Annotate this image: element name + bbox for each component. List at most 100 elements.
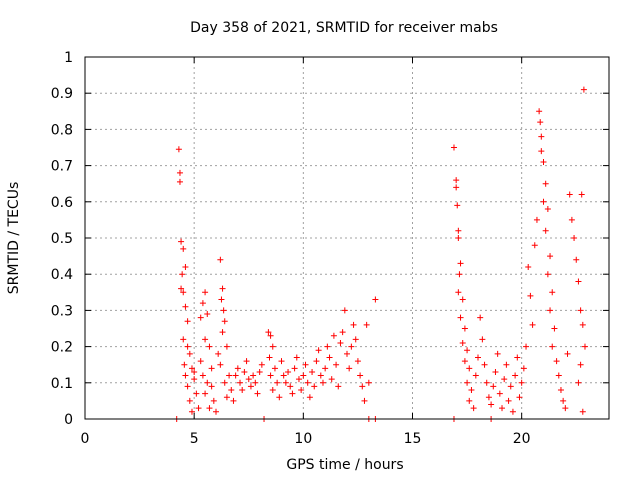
data-point — [578, 191, 585, 198]
data-point — [182, 263, 189, 270]
data-point — [453, 177, 460, 184]
data-point — [213, 408, 219, 415]
data-point — [455, 235, 462, 241]
y-tick-label: 0.9 — [51, 86, 73, 102]
y-tick-labels: 0 0.1 0.2 0.3 0.4 0.5 0.6 0.7 0.8 0.9 1 — [51, 50, 73, 428]
data-point — [226, 372, 233, 379]
data-point — [459, 296, 466, 303]
data-point — [492, 368, 499, 375]
y-tick-label: 0.1 — [51, 376, 73, 392]
data-point — [180, 289, 187, 296]
data-point — [516, 394, 523, 401]
data-point — [276, 394, 283, 401]
x-tick-label: 20 — [513, 431, 531, 447]
data-point — [542, 227, 549, 234]
data-point — [568, 216, 575, 223]
data-point — [220, 307, 227, 314]
data-point — [450, 144, 457, 151]
data-point — [499, 405, 506, 412]
data-point — [179, 271, 186, 278]
data-point — [553, 358, 560, 365]
x-tick-label: 5 — [190, 431, 199, 447]
x-tick-label: 0 — [81, 431, 90, 447]
data-point — [350, 321, 357, 328]
data-point — [306, 394, 313, 401]
data-point — [324, 343, 331, 350]
data-point — [197, 358, 204, 365]
data-point — [291, 365, 298, 372]
data-point — [536, 108, 543, 115]
data-point — [256, 368, 263, 375]
data-point — [577, 307, 584, 314]
data-point — [202, 289, 209, 296]
data-point — [195, 405, 202, 412]
data-point — [199, 372, 206, 379]
data-point — [560, 397, 567, 404]
data-point — [333, 361, 340, 368]
data-point — [184, 343, 191, 350]
data-point — [512, 372, 519, 379]
data-point — [188, 365, 195, 372]
data-point — [330, 332, 337, 339]
data-point — [479, 336, 486, 343]
data-point — [232, 372, 239, 379]
data-point — [197, 314, 204, 321]
y-tick-label: 0.6 — [51, 195, 73, 211]
data-point — [544, 206, 551, 213]
data-point — [193, 390, 200, 397]
data-point — [354, 358, 361, 365]
data-point — [455, 227, 462, 234]
data-point — [181, 361, 188, 368]
data-point — [180, 245, 187, 252]
data-point — [531, 242, 538, 249]
data-point — [245, 376, 252, 383]
data-point — [317, 372, 324, 379]
data-point — [564, 350, 571, 357]
data-point — [555, 372, 562, 379]
data-point — [218, 296, 225, 303]
data-point — [223, 394, 230, 401]
data-point — [488, 401, 495, 408]
chart-title: Day 358 of 2021, SRMTID for receiver mab… — [190, 20, 498, 36]
x-tick-label: 15 — [404, 431, 422, 447]
data-point — [496, 390, 503, 397]
data-point — [252, 379, 259, 386]
data-point — [557, 387, 564, 394]
data-point — [335, 383, 342, 390]
data-point — [178, 285, 185, 292]
data-point — [359, 383, 366, 390]
data-point — [575, 278, 582, 285]
data-point — [186, 350, 193, 357]
data-point — [459, 339, 466, 346]
data-point — [455, 289, 462, 296]
data-point — [267, 372, 274, 379]
data-point — [243, 358, 250, 365]
data-point — [507, 383, 514, 390]
data-point — [184, 318, 191, 325]
data-point — [518, 379, 525, 386]
data-point — [341, 307, 348, 314]
y-axis-label: SRMTID / TECUs — [6, 182, 22, 295]
y-tick-label: 0 — [64, 412, 73, 428]
data-point — [494, 350, 501, 357]
data-point — [470, 405, 477, 412]
data-point — [577, 361, 584, 368]
data-point — [178, 238, 185, 245]
data-point — [357, 372, 364, 379]
data-point — [579, 408, 586, 415]
data-point — [509, 408, 516, 415]
data-point — [525, 263, 532, 270]
y-tick-label: 0.5 — [51, 231, 73, 247]
data-point — [457, 260, 464, 267]
data-point — [221, 379, 228, 386]
data-point — [315, 347, 322, 354]
data-point — [208, 383, 215, 390]
data-point — [538, 133, 545, 140]
data-point — [352, 336, 359, 343]
data-point — [269, 387, 276, 394]
data-point — [289, 390, 296, 397]
y-tick-label: 0.8 — [51, 122, 73, 138]
data-point — [361, 397, 368, 404]
data-point — [457, 314, 464, 321]
